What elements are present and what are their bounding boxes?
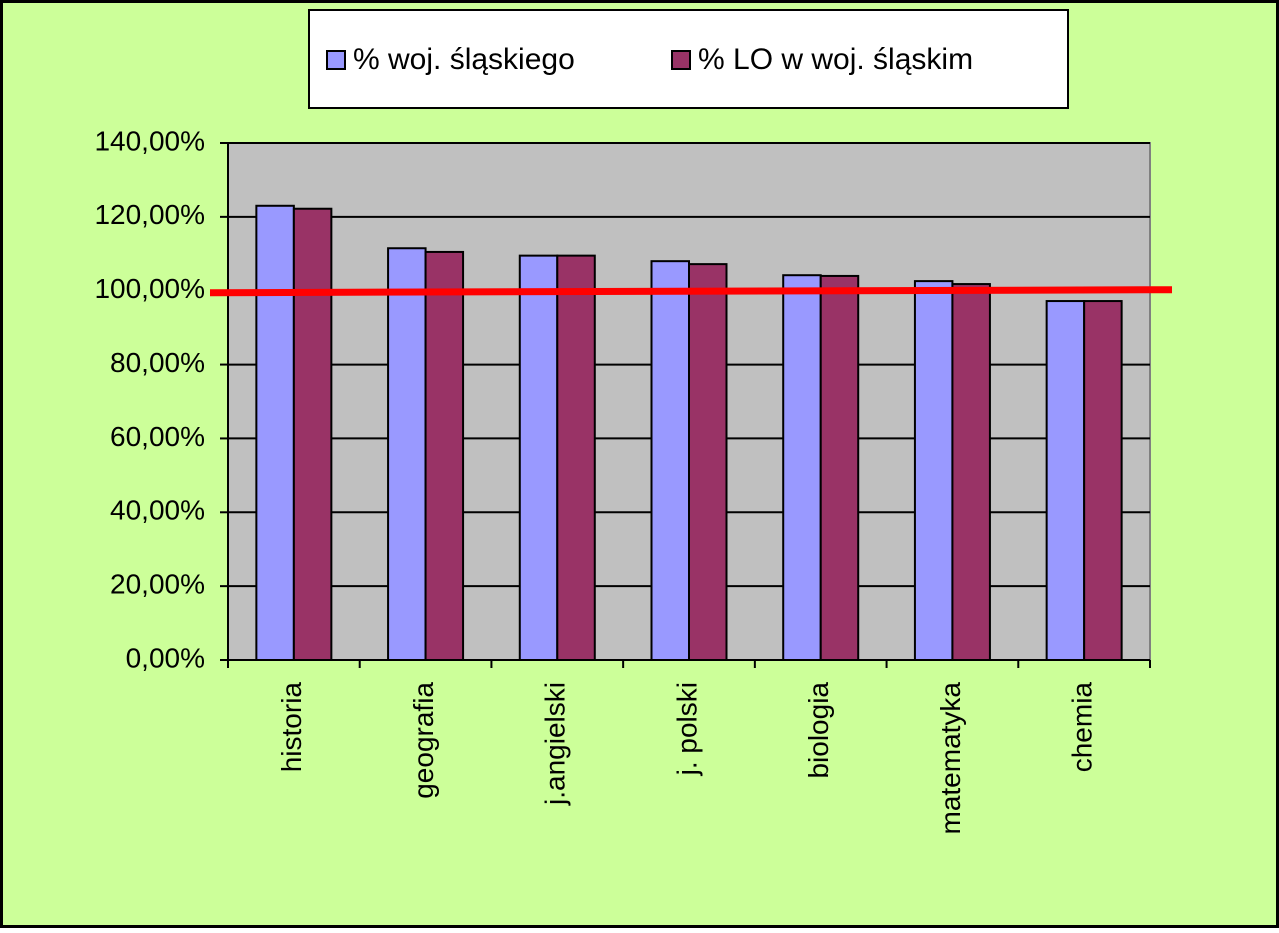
bar: [255, 204, 295, 661]
legend-label: % woj. śląskiego: [353, 43, 575, 76]
bar: [387, 247, 427, 661]
bar: [424, 250, 465, 661]
x-tick-label: j.angielski: [540, 682, 571, 806]
y-tick-label: 80,00%: [110, 347, 205, 378]
x-tick-label: j. polski: [671, 682, 702, 776]
bar: [782, 274, 822, 661]
reference-line: [209, 286, 1173, 297]
bar: [650, 260, 690, 661]
legend-label: % LO w woj. śląskim: [698, 43, 973, 76]
bar: [688, 263, 728, 661]
x-tick-label: geografia: [408, 682, 439, 799]
x-tick-label: biologia: [803, 682, 834, 779]
bar: [556, 254, 596, 661]
bar: [913, 280, 954, 661]
bar: [518, 254, 559, 661]
bar: [819, 274, 860, 661]
legend-swatch: [326, 50, 346, 70]
y-tick-label: 120,00%: [94, 199, 205, 230]
x-tick-label: historia: [276, 682, 307, 773]
legend-swatch: [671, 50, 691, 70]
y-tick-label: 60,00%: [110, 421, 205, 452]
x-tick-label: matematyka: [935, 682, 966, 835]
bar: [951, 283, 991, 661]
x-tick-label: chemia: [1067, 682, 1098, 773]
y-tick-label: 100,00%: [94, 273, 205, 304]
y-tick-label: 20,00%: [110, 569, 205, 600]
y-tick-label: 140,00%: [94, 125, 205, 156]
y-tick-label: 40,00%: [110, 495, 205, 526]
bar: [1083, 300, 1123, 661]
y-tick-label: 0,00%: [126, 642, 205, 673]
bar: [1045, 300, 1086, 661]
bar: [292, 207, 333, 662]
